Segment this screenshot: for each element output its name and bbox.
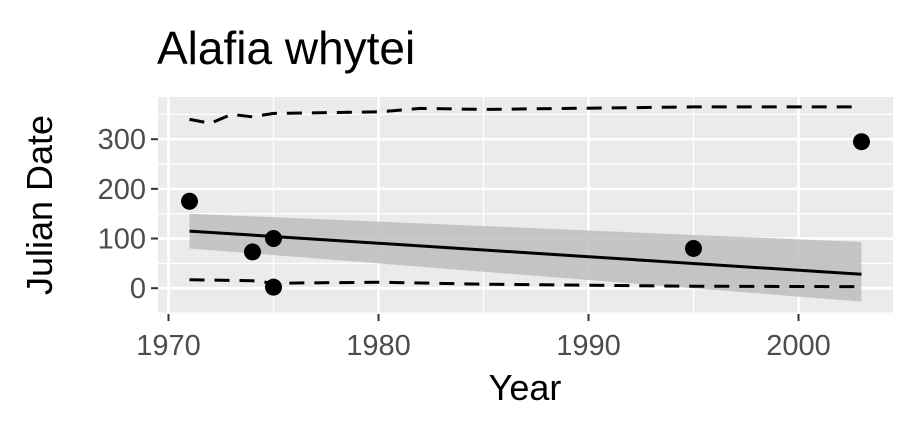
x-axis-title: Year xyxy=(489,367,562,408)
confidence-band-layer xyxy=(189,213,862,302)
data-point xyxy=(265,278,282,296)
x-tick-label: 2000 xyxy=(766,330,831,362)
trend-line xyxy=(189,229,862,276)
data-point xyxy=(181,192,198,210)
upper-dashed-line xyxy=(189,105,862,125)
grid-minor xyxy=(158,97,893,314)
chart-title: Alafia whytei xyxy=(157,22,415,74)
tick-labels: 1970 1980 1990 2000 0 100 200 300 xyxy=(98,124,831,362)
y-tick-label: 0 xyxy=(130,273,146,305)
y-tick-label: 300 xyxy=(98,124,146,156)
data-point xyxy=(244,243,261,261)
x-tick-label: 1990 xyxy=(556,330,621,362)
data-point xyxy=(265,230,282,248)
data-point xyxy=(853,133,870,151)
x-tick-label: 1980 xyxy=(346,330,411,362)
y-tick-label: 200 xyxy=(98,174,146,206)
y-axis-title: Julian Date xyxy=(19,115,60,295)
x-tick-label: 1970 xyxy=(136,330,201,362)
line-layer xyxy=(189,105,862,289)
point-layer xyxy=(181,133,870,296)
axis-ticks xyxy=(151,138,800,321)
data-point xyxy=(685,239,702,257)
confidence-band xyxy=(189,213,862,302)
y-tick-label: 100 xyxy=(98,224,146,256)
